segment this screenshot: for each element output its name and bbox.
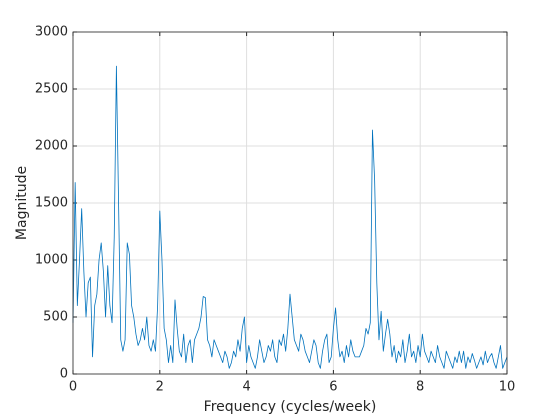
y-tick-label: 0	[60, 367, 68, 382]
y-tick-label: 3000	[35, 25, 68, 40]
x-axis-label: Frequency (cycles/week)	[204, 399, 377, 415]
axes-box	[72, 31, 508, 375]
y-tick-label: 2000	[35, 139, 68, 154]
x-tick-label: 4	[242, 380, 250, 395]
x-tick-label: 0	[69, 380, 77, 395]
x-tick-label: 10	[499, 380, 516, 395]
x-tick-label: 2	[156, 380, 164, 395]
x-tick-label: 6	[329, 380, 337, 395]
x-tick-label: 8	[416, 380, 424, 395]
y-axis-label: Magnitude	[14, 166, 30, 240]
y-tick-label: 1000	[35, 253, 68, 268]
data-line	[72, 65, 508, 369]
y-tick-label: 500	[43, 310, 68, 325]
y-tick-label: 2500	[35, 82, 68, 97]
y-tick-label: 1500	[35, 196, 68, 211]
